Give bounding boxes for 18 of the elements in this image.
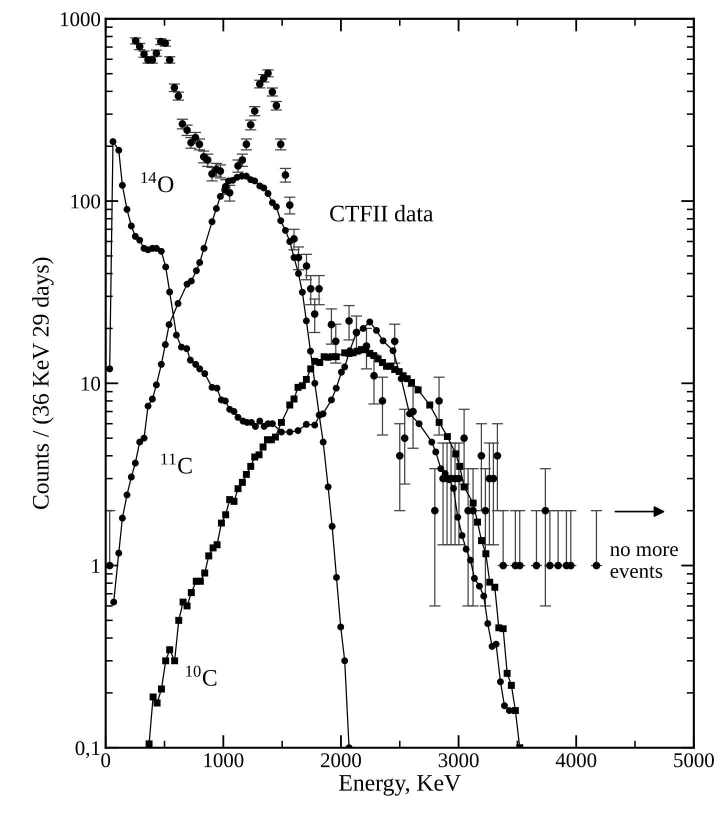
- series-label: $^{14}$O: [141, 172, 174, 192]
- x-tick-label: 3000: [438, 753, 479, 768]
- annotation: no more events: [610, 546, 678, 578]
- x-tick-label: 2000: [321, 753, 361, 768]
- y-tick-label: 0,1: [76, 741, 100, 758]
- y-tick-label: 10: [82, 376, 100, 391]
- y-axis-title: Counts / (36 KeV 29 days): [32, 258, 54, 510]
- x-tick-label: 1000: [204, 753, 244, 768]
- y-tick-label: 1000: [61, 12, 100, 26]
- x-tick-label: 4000: [556, 753, 596, 768]
- x-tick-label: 5000: [674, 753, 714, 768]
- y-tick-label: 1: [92, 558, 100, 573]
- x-axis-title: Energy, KeV: [339, 775, 461, 796]
- series-label: $^{11}$C: [161, 453, 192, 474]
- series-label: CTFII data: [330, 204, 434, 222]
- series-label: $^{10}$C: [186, 666, 216, 686]
- x-tick-label: 0: [101, 753, 110, 768]
- y-tick-label: 100: [71, 194, 100, 208]
